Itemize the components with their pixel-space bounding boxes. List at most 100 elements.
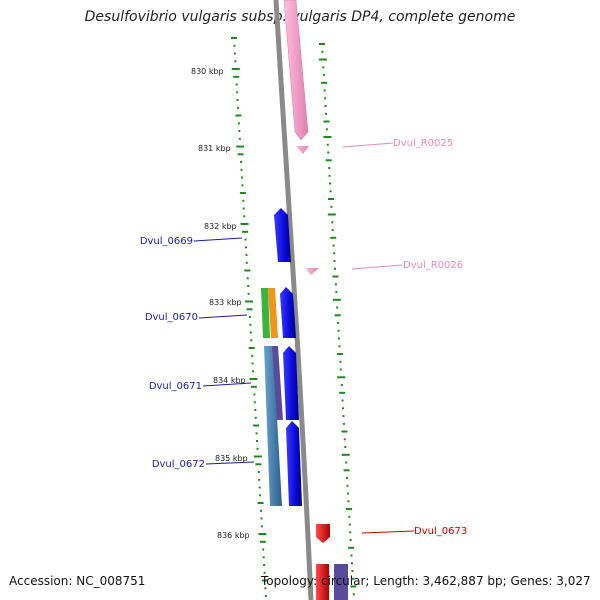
label-dvul-0670[interactable]: Dvul_0670 <box>145 312 198 323</box>
outer-tick <box>321 50 324 53</box>
inner-tick <box>255 432 258 435</box>
rna-feature-r0026[interactable] <box>305 268 319 275</box>
outer-tick <box>343 438 346 441</box>
inner-tick <box>249 323 252 326</box>
outer-tick <box>322 74 325 76</box>
inner-tick <box>233 75 240 78</box>
label-dvul-0669[interactable]: Dvul_0669 <box>140 236 193 247</box>
inner-tick <box>253 393 256 396</box>
label-dvul-r0025[interactable]: Dvul_R0025 <box>393 138 453 149</box>
outer-tick <box>338 345 341 348</box>
outer-tick <box>327 213 336 216</box>
label-dvul-0671[interactable]: Dvul_0671 <box>149 381 202 392</box>
label-dvul-r0026[interactable]: Dvul_R0026 <box>403 260 463 271</box>
outer-tick <box>345 461 348 464</box>
inner-tick <box>262 556 265 559</box>
outer-tick <box>348 546 355 549</box>
gene-dvul-0669[interactable] <box>274 208 291 262</box>
inner-tick <box>244 269 251 272</box>
outer-tick <box>328 174 331 177</box>
outer-tick <box>342 407 344 410</box>
inner-tick <box>255 463 262 466</box>
outer-tick <box>334 314 341 317</box>
rna-feature-r0025[interactable] <box>296 146 309 154</box>
scale-labels: 830 kbp 831 kbp 832 kbp 833 kbp 834 kbp … <box>191 67 250 540</box>
outer-tick <box>334 283 337 286</box>
outer-tick <box>336 353 343 355</box>
label-leaders <box>193 142 415 534</box>
label-dvul-0672[interactable]: Dvul_0672 <box>152 459 205 470</box>
label-dvul-0673[interactable]: Dvul_0673 <box>414 526 467 537</box>
outer-tick <box>337 329 340 332</box>
rna-feature-r0025-body[interactable] <box>283 0 309 141</box>
scale-label-830: 830 kbp <box>191 67 224 76</box>
genome-title: Desulfovibrio vulgaris subsp. vulgaris D… <box>84 9 516 25</box>
outer-tick <box>333 260 336 262</box>
inner-tick <box>238 137 241 140</box>
inner-tick <box>263 571 266 574</box>
inner-tick <box>242 199 245 202</box>
outer-tick <box>343 469 350 472</box>
inner-tick <box>253 401 256 404</box>
outer-tick <box>350 554 353 557</box>
scale-ticks-outer <box>318 43 357 596</box>
gene-green[interactable] <box>261 288 270 338</box>
outer-tick <box>328 198 334 200</box>
outer-tick <box>347 492 349 495</box>
outer-tick <box>324 105 327 107</box>
gene-red-bottom[interactable] <box>316 564 329 600</box>
inner-tick <box>243 215 246 218</box>
inner-tick <box>245 300 254 303</box>
inner-tick <box>233 52 236 55</box>
gene-purple-bottom[interactable] <box>334 564 348 600</box>
inner-tick <box>231 37 237 39</box>
inner-tick <box>264 587 267 590</box>
gene-dvul-0672[interactable] <box>286 421 302 506</box>
outer-tick <box>323 136 332 138</box>
scale-ticks-inner <box>231 37 268 597</box>
gene-dvul-0670[interactable] <box>280 287 296 338</box>
inner-tick <box>256 447 259 450</box>
inner-tick <box>241 184 244 187</box>
outer-tick <box>321 81 328 84</box>
gene-dvul-0673[interactable] <box>316 524 330 543</box>
gene-purple[interactable] <box>272 346 283 420</box>
inner-tick <box>259 494 262 497</box>
inner-tick <box>258 486 261 489</box>
gene-steel-long[interactable] <box>264 346 282 506</box>
outer-tick <box>341 453 350 456</box>
outer-tick <box>342 415 345 417</box>
inner-tick <box>260 525 263 528</box>
outer-tick <box>329 182 332 185</box>
inner-tick <box>249 331 252 334</box>
inner-tick <box>245 246 247 249</box>
inner-tick <box>236 91 239 94</box>
inner-tick <box>233 44 236 47</box>
gene-orange[interactable] <box>268 288 278 338</box>
outer-tick <box>322 66 325 69</box>
inner-tick <box>263 564 266 566</box>
scale-label-834: 834 kbp <box>213 376 246 385</box>
gene-dvul-0671[interactable] <box>283 346 299 420</box>
outer-tick <box>339 391 346 394</box>
outer-tick <box>319 43 325 45</box>
outer-tick <box>337 376 346 379</box>
outer-tick <box>352 593 355 596</box>
outer-tick <box>327 151 330 154</box>
scale-label-831: 831 kbp <box>198 144 231 153</box>
inner-tick <box>253 455 262 458</box>
gene-labels: Dvul_R0025 Dvul_R0026 Dvul_0669 Dvul_067… <box>140 138 467 537</box>
outer-tick <box>345 508 352 510</box>
inner-tick <box>242 230 249 233</box>
outer-tick <box>332 275 339 278</box>
outer-tick <box>339 360 342 363</box>
outer-tick <box>348 515 351 518</box>
inner-tick <box>254 409 257 411</box>
outer-tick <box>329 190 332 193</box>
outer-tick <box>328 167 331 169</box>
inner-tick <box>249 378 258 380</box>
outer-tick <box>325 159 332 162</box>
inner-tick <box>244 238 247 241</box>
genome-backbone <box>273 0 314 600</box>
inner-tick <box>236 145 245 148</box>
